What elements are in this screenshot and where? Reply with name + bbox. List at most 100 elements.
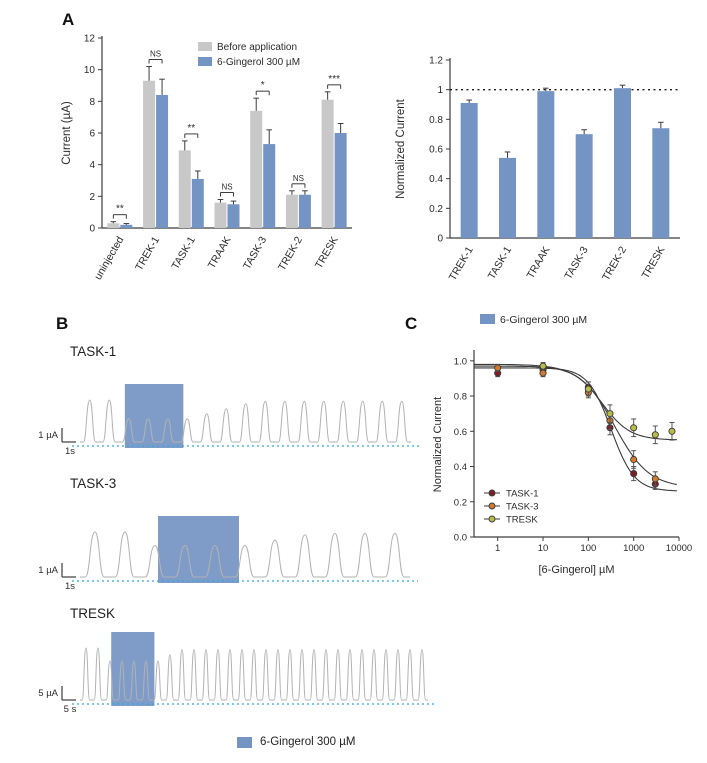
trace-task3: 1 µA 1s xyxy=(28,500,448,605)
data-point xyxy=(539,362,547,370)
panel-b-label: B xyxy=(56,314,69,333)
y-tick-label: 4 xyxy=(89,160,95,171)
x-tick-label: TREK-1 xyxy=(133,234,162,272)
y-tick-label: 1 xyxy=(437,85,443,96)
legend-swatch xyxy=(198,42,212,51)
legend-marker xyxy=(488,489,496,497)
panel-a-label: A xyxy=(62,10,75,29)
x-tick-label: 10000 xyxy=(666,543,692,554)
data-point xyxy=(668,427,676,435)
scalebar-amplitude-label: 1 µA xyxy=(38,565,58,576)
trace-label-tresk: TRESK xyxy=(70,606,116,621)
data-point xyxy=(630,424,638,432)
trace-label-task3: TASK-3 xyxy=(70,476,117,491)
bar xyxy=(460,103,478,238)
bar xyxy=(120,224,133,228)
y-tick-label: 0.6 xyxy=(429,145,443,156)
data-point xyxy=(630,455,638,464)
y-tick-label: 8 xyxy=(89,97,95,108)
x-tick-label: TREK-2 xyxy=(600,244,629,282)
dose-response-chart-svg: 0.0 0.2 0.4 0.6 0.8 1.0 1 10 100 1000 10000 TASK-1 T… xyxy=(432,350,692,576)
x-tick-label: 1000 xyxy=(623,543,644,554)
x-axis-title: [6-Gingerol] µM xyxy=(538,564,614,576)
y-tick-label: 0 xyxy=(437,234,443,245)
x-tick-label: 100 xyxy=(580,543,596,554)
application-legend: 6-Gingerol 300 µM xyxy=(237,736,355,748)
y-tick-label: 1.0 xyxy=(454,356,467,367)
bar xyxy=(156,95,169,228)
bar xyxy=(614,88,631,238)
legend-label: 6-Gingerol 300 µM xyxy=(500,314,587,326)
x-tick-label: 10 xyxy=(538,543,549,554)
legend-label: 6-Gingerol 300 µM xyxy=(217,57,300,68)
bar xyxy=(143,80,156,228)
current-bar-chart: 0 2 4 6 8 10 12 ** uninjected NS TREK-1 ** TASK-1 NS T… xyxy=(58,12,358,312)
data-point xyxy=(651,475,659,483)
scalebar-amplitude-label: 5 µA xyxy=(38,688,58,699)
data-point xyxy=(651,431,659,439)
x-tick-label: TRAAK xyxy=(525,245,553,281)
y-tick-label: 0.0 xyxy=(454,533,467,544)
y-tick-label: 0.4 xyxy=(429,174,443,185)
legend-label: TASK-1 xyxy=(506,489,539,500)
bar xyxy=(263,144,276,228)
x-tick-label: TREK-1 xyxy=(447,244,476,282)
scalebar-time-label: 1s xyxy=(65,446,75,457)
current-trace xyxy=(80,647,428,701)
trace-svg: 1 µA 1s xyxy=(38,516,418,592)
significance-label: NS xyxy=(221,183,232,192)
normalized-bar-chart-svg: 0 0.2 0.4 0.6 0.8 1 1.2 TREK-1 TASK-1 TRAAK TASK-3… xyxy=(395,56,680,326)
trace-label-task1: TASK-1 xyxy=(70,344,117,359)
significance-label: *** xyxy=(328,74,340,85)
y-tick-label: 0.8 xyxy=(454,392,467,403)
y-tick-label: 0.6 xyxy=(454,427,467,438)
bar xyxy=(214,202,227,228)
bar xyxy=(178,150,191,228)
y-axis-title: Current (µA) xyxy=(61,101,73,165)
y-tick-label: 2 xyxy=(89,192,95,203)
x-tick-label: TRESK xyxy=(313,235,341,271)
data-point xyxy=(606,410,614,418)
x-tick-label: TRESK xyxy=(640,245,668,281)
trace-tresk: 5 µA 5 s xyxy=(28,628,458,728)
bar xyxy=(285,194,298,228)
dose-response-chart: 0.0 0.2 0.4 0.6 0.8 1.0 1 10 100 1000 10000 TASK-1 T… xyxy=(430,338,695,583)
application-legend-label: 6-Gingerol 300 µM xyxy=(260,736,356,748)
bar xyxy=(652,128,670,238)
bar xyxy=(334,133,347,228)
x-tick-label: TASK-3 xyxy=(241,234,269,271)
bar xyxy=(298,194,311,228)
y-axis-title: Normalized Current xyxy=(432,397,444,492)
y-tick-label: 1.2 xyxy=(429,56,443,67)
x-tick-label: TREK-2 xyxy=(276,234,305,272)
application-shade xyxy=(124,384,184,448)
significance-label: ** xyxy=(187,123,195,134)
y-tick-label: 12 xyxy=(84,34,96,45)
scalebar-time-label: 5 s xyxy=(64,704,77,715)
data-point xyxy=(630,470,638,478)
bar xyxy=(107,223,120,228)
legend-swatch xyxy=(198,57,212,66)
data-point xyxy=(584,385,592,393)
bar xyxy=(227,204,240,228)
bar xyxy=(191,178,204,228)
application-legend-swatch xyxy=(237,736,252,748)
significance-label: ** xyxy=(116,204,124,215)
y-tick-label: 0.4 xyxy=(454,462,467,473)
x-tick-label: TRAAK xyxy=(206,235,234,271)
fit-curve xyxy=(474,363,677,486)
current-trace xyxy=(80,399,412,443)
y-tick-label: 6 xyxy=(89,129,95,140)
significance-label: * xyxy=(261,80,265,91)
x-tick-label: TASK-1 xyxy=(486,244,514,281)
y-tick-label: 0.2 xyxy=(454,497,467,508)
bar xyxy=(575,134,593,238)
bar xyxy=(499,157,516,238)
legend-label: TRESK xyxy=(506,515,538,526)
legend-marker xyxy=(488,502,496,510)
current-bar-chart-svg: 0 2 4 6 8 10 12 ** uninjected NS TREK-1 ** TASK-1 NS T… xyxy=(61,34,352,282)
legend-label: TASK-3 xyxy=(506,502,539,513)
application-shade xyxy=(158,516,239,583)
significance-label: NS xyxy=(150,50,161,59)
